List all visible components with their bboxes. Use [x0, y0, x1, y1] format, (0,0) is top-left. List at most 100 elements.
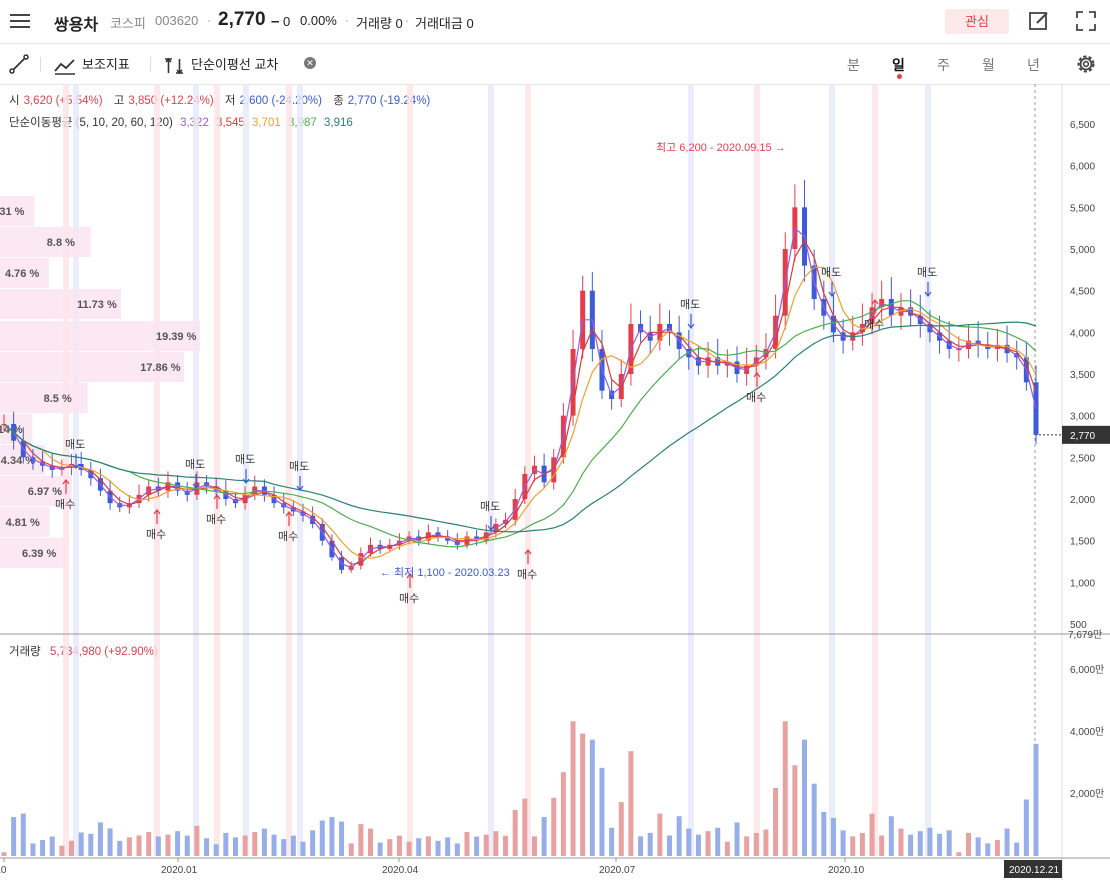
favorite-button[interactable]: 관심: [945, 9, 1009, 34]
fullscreen-icon[interactable]: [1075, 10, 1097, 32]
signal-band: [214, 84, 220, 856]
volume-profile-bar: [0, 352, 185, 382]
edit-icon[interactable]: [1028, 10, 1050, 32]
remove-cross-icon[interactable]: ✕: [304, 57, 316, 69]
volume-bar: [97, 822, 103, 856]
price-chart[interactable]: 3.31 % 8.8 % 4.76 % 11.73 % 19.39 % 17.86 % 8.…: [0, 84, 1110, 886]
volume-bar: [464, 832, 470, 856]
volume-bar: [580, 733, 586, 856]
volume-bar: [358, 824, 364, 856]
signal-band: [154, 84, 160, 856]
draw-line-icon[interactable]: [9, 54, 29, 74]
volume-top-label: 7,679만: [1068, 629, 1102, 641]
volume-bar: [232, 837, 238, 856]
y-tick-label: 5,500: [1070, 203, 1095, 214]
signal-buy-arrow: [753, 372, 761, 387]
volume-bar: [802, 739, 808, 856]
volume-bar: [937, 833, 943, 856]
signal-buy-label: 매수: [399, 592, 419, 605]
volume-bar: [560, 772, 566, 856]
volume-bar: [348, 843, 354, 856]
volume-profile-label: 4.76 %: [5, 268, 39, 280]
volume-bar: [647, 832, 653, 856]
volume-bar: [136, 835, 142, 856]
volume-bar: [908, 834, 914, 856]
volume-bar: [242, 835, 248, 856]
high-annotation: 최고 6,200 - 2020.09.15 →: [656, 141, 786, 154]
volume-bar: [686, 828, 692, 856]
high-label: 고: [113, 95, 125, 107]
y-tick-label: 6,000: [1070, 162, 1095, 173]
volume-bar: [531, 836, 537, 856]
ma-cross-button[interactable]: 단순이평선 교차: [163, 54, 278, 74]
period-week[interactable]: 주: [937, 57, 950, 73]
signal-band: [872, 84, 878, 856]
volume-bar: [387, 839, 393, 856]
volume-bar: [522, 798, 528, 856]
y-tick-label: 3,000: [1070, 412, 1095, 423]
divider: [150, 57, 151, 72]
volume-bar: [416, 838, 422, 856]
period-minute[interactable]: 분: [847, 57, 860, 73]
volume-bar: [956, 852, 962, 856]
period-year[interactable]: 년: [1027, 57, 1040, 73]
volume-summary: 거래량 0: [356, 13, 403, 32]
cursor-date-label: 2020.12.21: [1009, 865, 1059, 876]
volume-bar: [474, 836, 480, 856]
period-month[interactable]: 월: [982, 57, 995, 73]
y-tick-label: 6,500: [1070, 120, 1095, 131]
volume-profile-label: 17.86 %: [140, 362, 181, 374]
volume-bar: [261, 828, 267, 856]
volume-bar: [300, 841, 306, 856]
volume-bar: [618, 802, 624, 856]
indicator-button[interactable]: 보조지표: [54, 54, 130, 75]
volume-bar: [425, 836, 431, 856]
ma10-line: [3, 239, 1037, 565]
volume-profile-label: 11.73 %: [77, 299, 117, 311]
volume-bar: [570, 721, 576, 856]
period-day[interactable]: 일: [892, 57, 905, 73]
volume-bar: [78, 832, 84, 856]
signal-sell-label: 매도: [917, 266, 937, 279]
volume-bar: [1014, 842, 1020, 856]
volume-bar: [879, 835, 885, 856]
volume-bar: [69, 840, 75, 856]
volume-profile-label: 3.31 %: [0, 206, 25, 218]
volume-bar: [917, 831, 923, 856]
volume-bar: [753, 832, 759, 856]
volume-bar: [512, 810, 518, 856]
settings-gear-icon[interactable]: [1075, 53, 1097, 75]
volume-bar: [830, 817, 836, 856]
signal-buy-label: 매수: [746, 391, 766, 404]
signal-buy-label: 매수: [864, 318, 884, 331]
volume-bar: [30, 843, 36, 856]
y-tick-label: 2,000: [1070, 495, 1095, 506]
volume-profile-bar: [0, 476, 72, 506]
signal-buy-arrow: [524, 549, 532, 564]
volume-bar: [223, 832, 229, 856]
volume-bar: [339, 821, 345, 856]
signal-buy-arrow: [871, 299, 879, 314]
volume-bar: [609, 827, 615, 856]
cursor-date-box: [1004, 860, 1062, 878]
signal-buy-label: 매수: [278, 530, 298, 543]
volume-bar: [146, 832, 152, 856]
ma20-line: [3, 266, 1037, 559]
volume-bar: [493, 831, 499, 856]
volume-bar: [126, 837, 132, 856]
volume-bar: [782, 721, 788, 856]
volume-bar: [368, 828, 374, 856]
signal-sell-arrow: [72, 454, 80, 469]
volume-bar: [107, 828, 113, 856]
volume-bar: [117, 840, 123, 856]
volume-tick-label: 4,000만: [1070, 726, 1104, 738]
signal-sell-arrow: [487, 516, 495, 531]
volume-bar: [589, 739, 595, 856]
menu-icon[interactable]: [10, 11, 30, 31]
y-tick-label: 4,500: [1070, 287, 1095, 298]
volume-tick-label: 2,000만: [1070, 788, 1104, 800]
signal-buy-arrow: [285, 511, 293, 526]
volume-bar: [898, 828, 904, 856]
signal-buy-label: 매수: [517, 568, 537, 581]
amount-value: 0: [466, 16, 474, 31]
